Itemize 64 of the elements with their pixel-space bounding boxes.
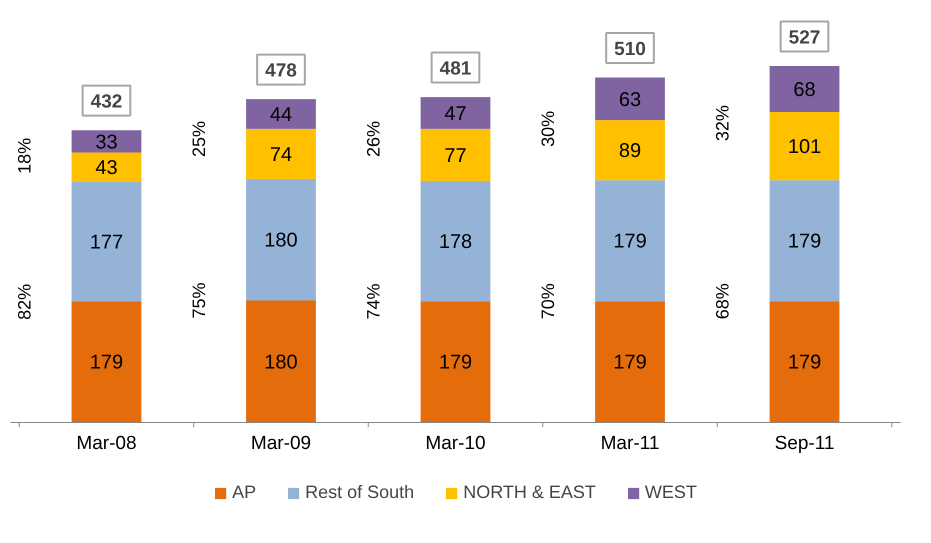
data-label: 74 <box>270 144 292 166</box>
bar <box>246 99 316 129</box>
data-label: 44 <box>270 104 292 126</box>
bar <box>246 128 316 179</box>
bar <box>770 66 840 112</box>
bar <box>770 301 840 422</box>
legend-label: NORTH & EAST <box>463 482 596 503</box>
data-label: 47 <box>444 103 467 126</box>
total-label: 481 <box>440 58 472 80</box>
annotation: 75% <box>188 282 209 319</box>
data-label: 180 <box>264 351 298 374</box>
data-label: 43 <box>95 157 118 180</box>
data-label: 33 <box>95 131 118 154</box>
data-label: 180 <box>264 230 298 252</box>
bar <box>420 180 490 302</box>
data-label: 77 <box>444 144 467 167</box>
annotation: 30% <box>538 110 558 147</box>
x-tick-label: Sep-11 <box>774 433 834 454</box>
x-tick-label: Mar-09 <box>250 433 312 454</box>
x-tick-label: Mar-10 <box>425 433 486 454</box>
bar <box>595 78 665 120</box>
data-label: 179 <box>613 230 647 253</box>
x-tick-label: Mar-08 <box>76 433 137 454</box>
data-label: 179 <box>613 352 647 374</box>
data-label: 179 <box>90 352 124 374</box>
bar <box>770 112 840 180</box>
data-label: 101 <box>788 136 822 158</box>
data-label: 177 <box>90 231 124 254</box>
bar <box>246 300 316 422</box>
bar <box>72 130 142 153</box>
bar <box>72 301 142 422</box>
bar <box>72 182 142 302</box>
data-label: 179 <box>438 352 472 374</box>
data-label: 89 <box>618 140 642 162</box>
bar <box>595 180 665 302</box>
bar <box>770 180 840 302</box>
annotation: 82% <box>14 284 34 320</box>
bar <box>595 301 665 422</box>
bar <box>595 120 665 180</box>
annotation: 70% <box>538 283 558 320</box>
total-label: 478 <box>265 60 297 82</box>
bar <box>72 152 142 182</box>
total-label: 510 <box>614 38 646 60</box>
total-label: 432 <box>90 92 122 113</box>
annotation: 74% <box>363 284 384 320</box>
annotation: 25% <box>188 121 209 158</box>
annotation: 18% <box>14 138 34 174</box>
bar <box>420 97 490 129</box>
data-label: 179 <box>788 352 822 374</box>
annotation: 68% <box>712 283 732 320</box>
data-label: 63 <box>618 88 642 111</box>
data-label: 178 <box>438 231 472 254</box>
bar <box>420 128 490 181</box>
legend-label: Rest of South <box>305 482 414 503</box>
annotation: 26% <box>363 121 384 158</box>
legend-label: AP <box>232 482 256 503</box>
legend-label: WEST <box>644 482 697 503</box>
data-label: 179 <box>788 230 822 253</box>
bar <box>246 178 316 301</box>
x-tick-label: Mar-11 <box>600 433 660 454</box>
data-label: 68 <box>793 79 816 102</box>
total-label: 527 <box>788 27 820 48</box>
bar <box>420 301 490 422</box>
annotation: 32% <box>712 105 732 142</box>
